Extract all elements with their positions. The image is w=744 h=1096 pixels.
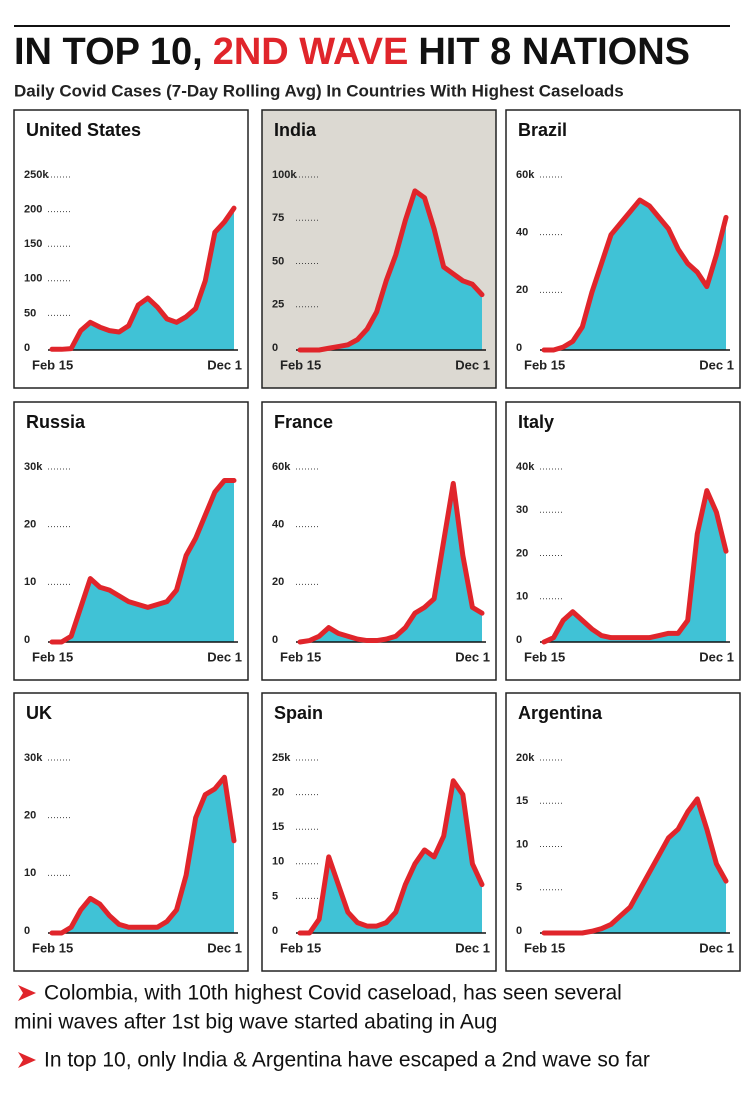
area — [300, 780, 482, 933]
panel-title: India — [274, 120, 317, 140]
y-tick-label: 200 — [24, 204, 42, 216]
x-tick-label: Dec 1 — [699, 940, 734, 955]
y-tick-label: 60k — [516, 169, 535, 181]
y-tick-label: 20 — [24, 810, 36, 822]
x-tick-label: Feb 15 — [280, 649, 321, 664]
y-tick-label: 25 — [272, 299, 284, 311]
line — [49, 205, 237, 352]
y-tick-label: 50 — [24, 307, 36, 319]
panel-title: United States — [26, 120, 141, 140]
y-tick-label: 15 — [272, 821, 284, 833]
y-tick-label: 10 — [272, 856, 284, 868]
subtitle: Daily Covid Cases (7-Day Rolling Avg) In… — [14, 81, 624, 100]
area — [52, 480, 234, 642]
y-tick-label: 10 — [24, 867, 36, 879]
line — [49, 774, 237, 936]
x-tick-label: Dec 1 — [699, 649, 734, 664]
area — [544, 200, 726, 350]
x-tick-label: Feb 15 — [524, 940, 565, 955]
y-tick-label: 20 — [516, 284, 528, 296]
title-part: IN TOP 10, — [14, 31, 203, 73]
y-tick-label: 100 — [24, 273, 42, 285]
y-tick-label: 20 — [272, 576, 284, 588]
y-tick-label: 150 — [24, 238, 42, 250]
y-tick-label: 0 — [516, 342, 522, 354]
line — [49, 478, 237, 645]
y-tick-label: 0 — [272, 925, 278, 937]
title-part: HIT 8 NATIONS — [418, 31, 690, 73]
x-tick-label: Feb 15 — [524, 649, 565, 664]
line — [297, 778, 485, 936]
area — [544, 798, 726, 933]
y-tick-label: 30k — [24, 461, 43, 473]
x-tick-label: Feb 15 — [524, 357, 565, 372]
y-tick-label: 0 — [516, 925, 522, 937]
y-tick-label: 20 — [272, 787, 284, 799]
x-tick-label: Dec 1 — [207, 357, 242, 372]
line — [541, 488, 729, 645]
y-tick-label: 0 — [24, 925, 30, 937]
bullet-arrow — [18, 985, 36, 1001]
y-tick-label: 5 — [272, 890, 278, 902]
x-tick-label: Dec 1 — [207, 940, 242, 955]
panel-title: Brazil — [518, 120, 567, 140]
area — [52, 777, 234, 933]
y-tick-label: 40 — [516, 227, 528, 239]
line — [541, 197, 729, 353]
x-tick-label: Feb 15 — [280, 357, 321, 372]
panel-title: Russia — [26, 412, 86, 432]
y-tick-label: 20k — [516, 752, 535, 764]
x-tick-label: Feb 15 — [32, 357, 73, 372]
note: mini waves after 1st big wave started ab… — [14, 1011, 497, 1034]
x-tick-label: Dec 1 — [207, 649, 242, 664]
x-tick-label: Feb 15 — [32, 940, 73, 955]
x-tick-label: Dec 1 — [455, 357, 490, 372]
panel-title: UK — [26, 703, 52, 723]
bullet-arrow — [18, 1052, 36, 1068]
panel-title: Italy — [518, 412, 554, 432]
y-tick-label: 25k — [272, 752, 291, 764]
panel-title: Argentina — [518, 703, 603, 723]
x-tick-label: Feb 15 — [280, 940, 321, 955]
x-tick-label: Dec 1 — [699, 357, 734, 372]
y-tick-label: 30 — [516, 504, 528, 516]
panel-title: France — [274, 412, 333, 432]
line — [297, 188, 485, 353]
y-tick-label: 0 — [272, 342, 278, 354]
title: IN TOP 10, 2ND WAVE HIT 8 NATIONS — [14, 31, 690, 73]
x-tick-label: Dec 1 — [455, 940, 490, 955]
y-tick-label: 50 — [272, 255, 284, 267]
area — [52, 208, 234, 350]
x-tick-label: Dec 1 — [455, 649, 490, 664]
x-tick-label: Feb 15 — [32, 649, 73, 664]
panel-title: Spain — [274, 703, 323, 723]
y-tick-label: 10 — [516, 838, 528, 850]
y-tick-label: 30k — [24, 752, 43, 764]
area — [300, 483, 482, 642]
y-tick-label: 40k — [516, 461, 535, 473]
note: In top 10, only India & Argentina have e… — [44, 1049, 650, 1072]
title-part: 2ND WAVE — [213, 31, 409, 73]
y-tick-label: 75 — [272, 212, 284, 224]
y-tick-label: 250k — [24, 169, 49, 181]
y-tick-label: 100k — [272, 169, 297, 181]
y-tick-label: 0 — [24, 342, 30, 354]
y-tick-label: 60k — [272, 461, 291, 473]
y-tick-label: 20 — [24, 519, 36, 531]
y-tick-label: 0 — [24, 634, 30, 646]
line — [297, 480, 485, 645]
y-tick-label: 40 — [272, 519, 284, 531]
y-tick-label: 0 — [516, 634, 522, 646]
y-tick-label: 10 — [516, 591, 528, 603]
y-tick-label: 10 — [24, 576, 36, 588]
y-tick-label: 20 — [516, 547, 528, 559]
note: Colombia, with 10th highest Covid caselo… — [44, 982, 622, 1005]
line — [541, 796, 729, 936]
y-tick-label: 0 — [272, 634, 278, 646]
y-tick-label: 15 — [516, 795, 528, 807]
y-tick-label: 5 — [516, 882, 522, 894]
